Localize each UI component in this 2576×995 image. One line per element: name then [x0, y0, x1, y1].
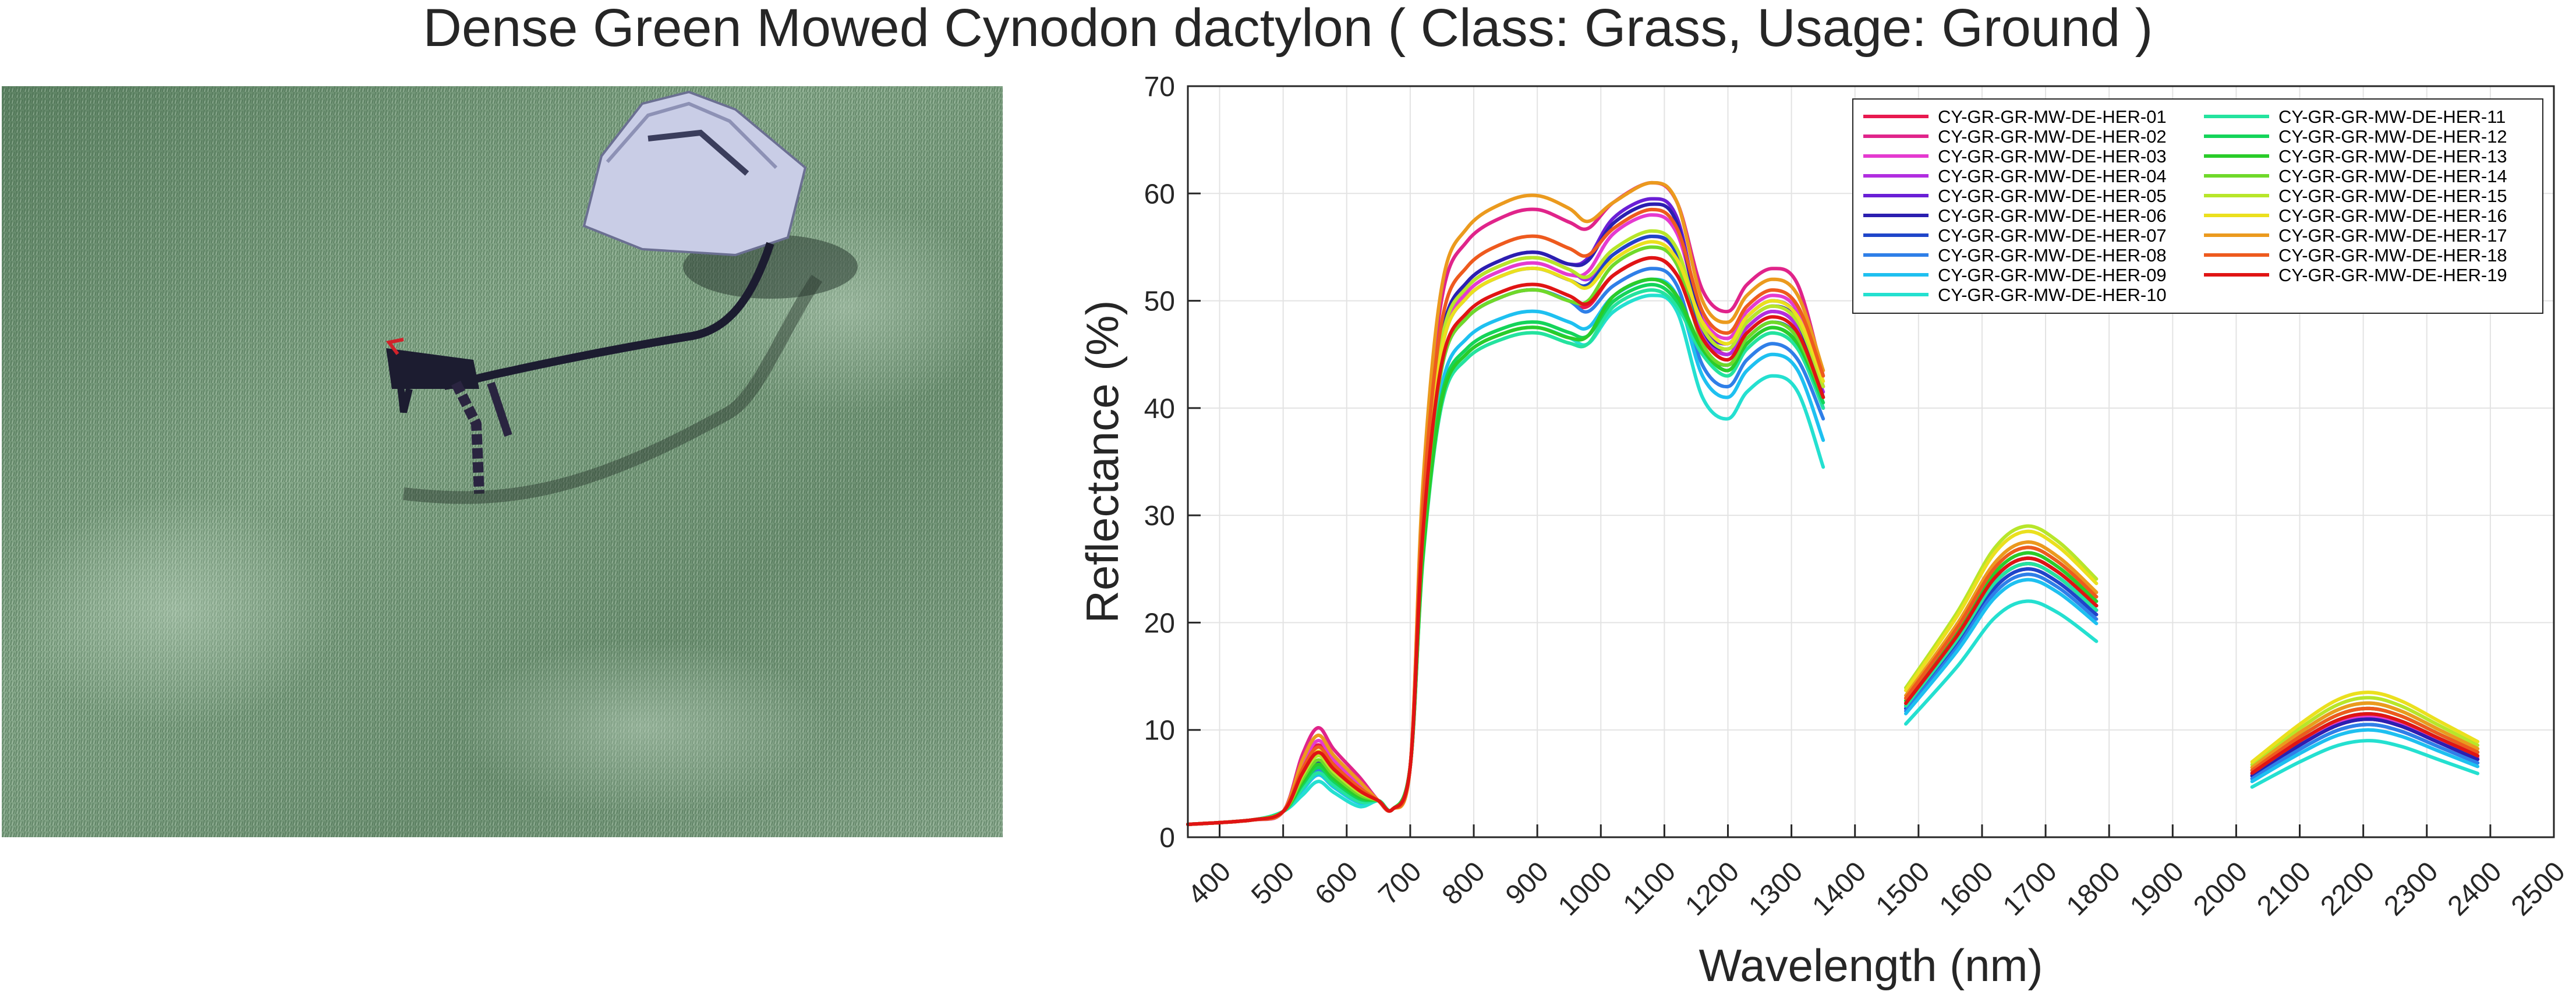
series-line-17 — [1186, 180, 1825, 826]
y-tick-label: 60 — [1144, 179, 1175, 210]
legend-entry: CY-GR-GR-MW-DE-HER-01 — [1938, 107, 2167, 127]
x-axis: 400 500 600 700 800 9001000110012001300140015… — [1182, 824, 2571, 922]
y-tick-label: 20 — [1144, 608, 1175, 639]
x-tick-label: 900 — [1500, 856, 1555, 911]
y-tick-label: 30 — [1144, 501, 1175, 532]
spectroradiometer-bag — [582, 90, 858, 299]
series-line-15 — [1904, 524, 2099, 690]
probe-tripod — [385, 242, 823, 504]
x-tick-label: 2000 — [2188, 856, 2253, 922]
legend-entry: CY-GR-GR-MW-DE-HER-02 — [1938, 126, 2167, 147]
x-tick-label: 1300 — [1743, 856, 1809, 922]
series-line-8 — [1904, 572, 2099, 713]
field-photo — [2, 86, 1003, 837]
x-tick-label: 800 — [1436, 856, 1491, 911]
x-tick-label: 1000 — [1552, 856, 1618, 922]
series-line-19 — [2250, 712, 2480, 775]
series-line-11 — [1904, 562, 2099, 708]
y-tick-label: 40 — [1144, 394, 1175, 424]
x-tick-label: 2400 — [2442, 856, 2508, 922]
x-tick-label: 1700 — [1997, 856, 2063, 922]
series-line-17 — [2250, 701, 2480, 770]
legend-entry: CY-GR-GR-MW-DE-HER-06 — [1938, 206, 2167, 226]
y-axis: 0 10 20 30 40 50 60 70 — [1144, 72, 1201, 854]
plot-border — [1187, 85, 2555, 838]
series-line-10 — [1904, 599, 2099, 726]
series-line-11 — [1186, 288, 1825, 826]
series-line-2 — [1186, 180, 1825, 826]
legend-box — [1852, 98, 2543, 314]
x-tick-label: 2300 — [2379, 856, 2444, 922]
x-tick-label: 1800 — [2061, 856, 2126, 922]
legend-entry: CY-GR-GR-MW-DE-HER-14 — [2278, 166, 2507, 186]
y-tick-label: 0 — [1159, 823, 1175, 854]
series-line-7 — [1904, 567, 2099, 710]
x-tick-label: 500 — [1245, 856, 1300, 911]
legend-entry: CY-GR-GR-MW-DE-HER-10 — [1938, 285, 2167, 305]
series-line-18 — [1186, 207, 1825, 826]
legend-entry: CY-GR-GR-MW-DE-HER-13 — [2278, 146, 2507, 167]
series-layer — [1186, 180, 2480, 826]
series-line-3 — [1186, 213, 1825, 826]
y-tick-label: 70 — [1144, 72, 1175, 102]
legend: CY-GR-GR-MW-DE-HER-01CY-GR-GR-MW-DE-HER-… — [1852, 98, 2543, 314]
x-tick-label: 2200 — [2315, 856, 2380, 922]
legend-entry: CY-GR-GR-MW-DE-HER-17 — [2278, 225, 2507, 246]
x-tick-label: 1100 — [1618, 856, 1682, 920]
series-line-18 — [1904, 546, 2099, 700]
grass-field — [2, 86, 1003, 837]
x-tick-label: 2100 — [2251, 856, 2317, 922]
legend-entry: CY-GR-GR-MW-DE-HER-04 — [1938, 166, 2167, 186]
legend-entry: CY-GR-GR-MW-DE-HER-03 — [1938, 146, 2167, 167]
legend-entry: CY-GR-GR-MW-DE-HER-09 — [1938, 265, 2167, 285]
x-tick-label: 1600 — [1934, 856, 2000, 922]
series-line-6 — [2250, 717, 2480, 778]
x-tick-label: 1400 — [1807, 856, 1873, 922]
legend-entry: CY-GR-GR-MW-DE-HER-18 — [2278, 245, 2507, 265]
series-line-9 — [1904, 578, 2099, 716]
series-line-13 — [1904, 551, 2099, 703]
legend-entry: CY-GR-GR-MW-DE-HER-05 — [1938, 186, 2167, 206]
series-line-15 — [2250, 696, 2480, 767]
x-tick-label: 1200 — [1679, 856, 1745, 922]
legend-entry: CY-GR-GR-MW-DE-HER-15 — [2278, 186, 2507, 206]
series-line-19 — [1186, 256, 1825, 826]
x-tick-label: 1900 — [2124, 856, 2190, 922]
legend-entry: CY-GR-GR-MW-DE-HER-08 — [1938, 245, 2167, 265]
x-tick-label: 400 — [1182, 856, 1237, 911]
series-line-14 — [1186, 245, 1825, 826]
legend-entry: CY-GR-GR-MW-DE-HER-19 — [2278, 265, 2507, 285]
x-axis-label: Wavelength (nm) — [1699, 940, 2043, 991]
legend-entry: CY-GR-GR-MW-DE-HER-12 — [2278, 126, 2507, 147]
y-axis-label: Reflectance (%) — [1077, 300, 1128, 624]
legend-entry: CY-GR-GR-MW-DE-HER-07 — [1938, 225, 2167, 246]
series-line-17 — [1904, 540, 2099, 697]
series-line-19 — [1904, 556, 2099, 705]
x-tick-label: 700 — [1373, 856, 1428, 911]
x-tick-label: 2500 — [2506, 856, 2571, 922]
legend-entry: CY-GR-GR-MW-DE-HER-11 — [2278, 107, 2506, 127]
x-tick-label: 600 — [1309, 856, 1364, 911]
series-line-18 — [2250, 706, 2480, 772]
series-line-10 — [2250, 739, 2480, 789]
x-tick-label: 1500 — [1870, 856, 1936, 922]
series-line-16 — [1904, 529, 2099, 692]
series-line-8 — [2250, 723, 2480, 781]
page-title: Dense Green Mowed Cynodon dactylon ( Cla… — [423, 0, 2153, 58]
y-tick-label: 10 — [1144, 716, 1175, 746]
y-tick-label: 50 — [1144, 286, 1175, 317]
series-line-13 — [1186, 277, 1825, 826]
legend-entry: CY-GR-GR-MW-DE-HER-16 — [2278, 206, 2507, 226]
series-line-16 — [2250, 691, 2480, 764]
series-line-9 — [2250, 728, 2480, 784]
